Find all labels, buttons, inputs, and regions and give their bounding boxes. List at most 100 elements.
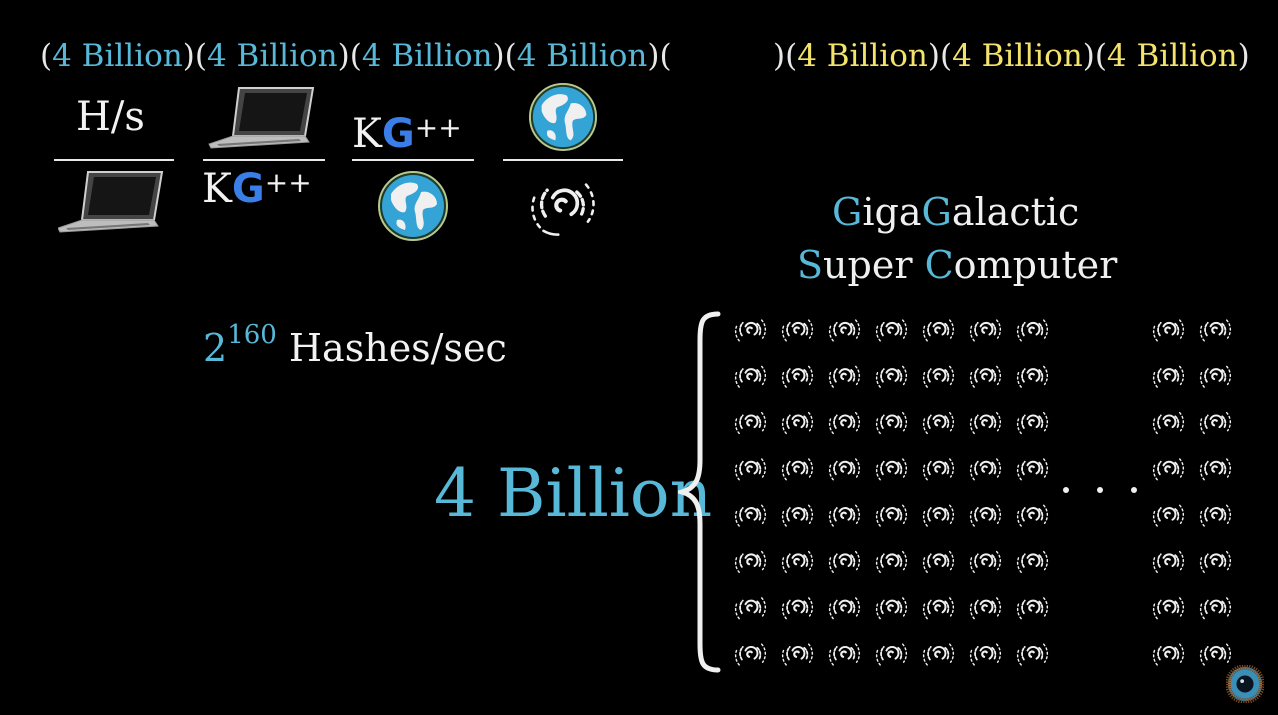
galaxy-icon [875,643,908,666]
kg-letter: K [352,111,382,157]
fraction-bar-4 [503,159,623,161]
galaxy-icon [1016,457,1049,481]
billion-term-1: 4 Billion [52,38,183,74]
galaxy-icon [828,504,861,528]
galaxy-icon [734,411,767,435]
exponent: 160 [227,320,277,350]
earth-icon [528,82,598,152]
galaxy-icon [922,365,955,389]
galaxy-icon [1016,643,1049,666]
galaxy-icon [922,319,955,342]
galaxy-icon [1199,596,1232,620]
logo-icon [1226,665,1264,703]
galaxy-icon [781,365,814,389]
galaxy-icon [734,365,767,389]
galaxy-icon [781,457,814,481]
galaxy-icon [1152,319,1185,342]
google-g-icon: G [231,166,265,212]
kilo-google-denominator: KG++ [202,166,312,212]
curly-brace [678,311,721,673]
galaxy-icon [1199,365,1232,389]
galaxy-icon [1199,504,1232,528]
galaxy-icon [828,365,861,389]
galaxy-icon [875,365,908,389]
billion-term-3: 4 Billion [361,38,493,74]
galaxy-icon [969,457,1002,481]
galaxy-icon [1152,504,1185,528]
galaxy-icon [734,643,767,666]
galaxy-icon [922,596,955,620]
galaxy-icon [1199,411,1232,435]
laptop-icon [208,87,315,149]
hash-rate-label: 2160 Hashes/sec [203,320,507,370]
galaxy-icon [781,504,814,528]
galaxy-icon [1199,457,1232,481]
galaxy-icon [781,596,814,620]
fraction-bar-1 [54,159,174,161]
galaxy-icon [969,319,1002,342]
galaxy-icon [1152,643,1185,666]
galaxy-icon [922,411,955,435]
billion-term-6: 4 Billion [952,38,1083,74]
big-billion-label: 4 Billion [434,455,713,532]
galaxy-icon [1016,411,1049,435]
galaxy-icon [1199,550,1232,574]
galaxy-icon [734,596,767,620]
galaxy-icon [1016,365,1049,389]
earth-icon [378,171,448,241]
fraction-bar-3 [352,159,474,161]
galaxy-icon [969,550,1002,574]
galaxy-icon [1016,319,1049,342]
kilo-google-numerator: KG++ [352,111,462,157]
galaxy-icon [875,411,908,435]
billion-term-7: 4 Billion [1106,38,1238,74]
galaxy-icon [828,643,861,666]
galaxy-icon [875,457,908,481]
galaxy-icon [969,411,1002,435]
galaxy-icon [1199,643,1232,666]
galaxy-icon [875,319,908,342]
title-line-2: Super Computer [797,243,1118,287]
galaxy-icon [1152,365,1185,389]
galaxy-icon [969,504,1002,528]
galaxy-icon [828,457,861,481]
ellipsis [1063,487,1137,493]
galaxy-icon [1152,596,1185,620]
billion-term-4: 4 Billion [516,38,648,74]
galaxy-icon [1016,504,1049,528]
google-g-icon: G [381,111,415,157]
galaxy-icon [531,183,595,236]
galaxy-icon [781,411,814,435]
galaxy-icon [828,550,861,574]
title-line-1: GigaGalactic [832,190,1080,234]
galaxy-icon [875,596,908,620]
galaxy-icon [1016,550,1049,574]
galaxy-icon [875,504,908,528]
fraction-bar-2 [203,159,325,161]
galaxy-icon [969,643,1002,666]
galaxy-icon [734,550,767,574]
galaxy-icon [922,643,955,666]
galaxy-icon [1199,319,1232,342]
galaxy-icon [875,550,908,574]
galaxy-icon [781,319,814,342]
galaxy-icon [969,365,1002,389]
kg-plus: ++ [414,111,462,144]
galaxy-icon [922,457,955,481]
billion-term-2: 4 Billion [206,38,338,74]
galaxy-icon [1016,596,1049,620]
galaxy-icon [922,504,955,528]
galaxy-icon [828,596,861,620]
galaxy-icon [828,411,861,435]
galaxy-icon [781,643,814,666]
galaxy-icon [1152,457,1185,481]
billion-term-5: 4 Billion [797,38,928,74]
galaxy-icon [922,550,955,574]
galaxy-icon [969,596,1002,620]
galaxy-icon [734,457,767,481]
galaxy-icon [781,550,814,574]
kg-plus: ++ [264,166,312,199]
top-multiplication-row: (4 Billion)(4 Billion)(4 Billion)(4 Bill… [40,38,672,74]
galaxy-icon [734,319,767,342]
